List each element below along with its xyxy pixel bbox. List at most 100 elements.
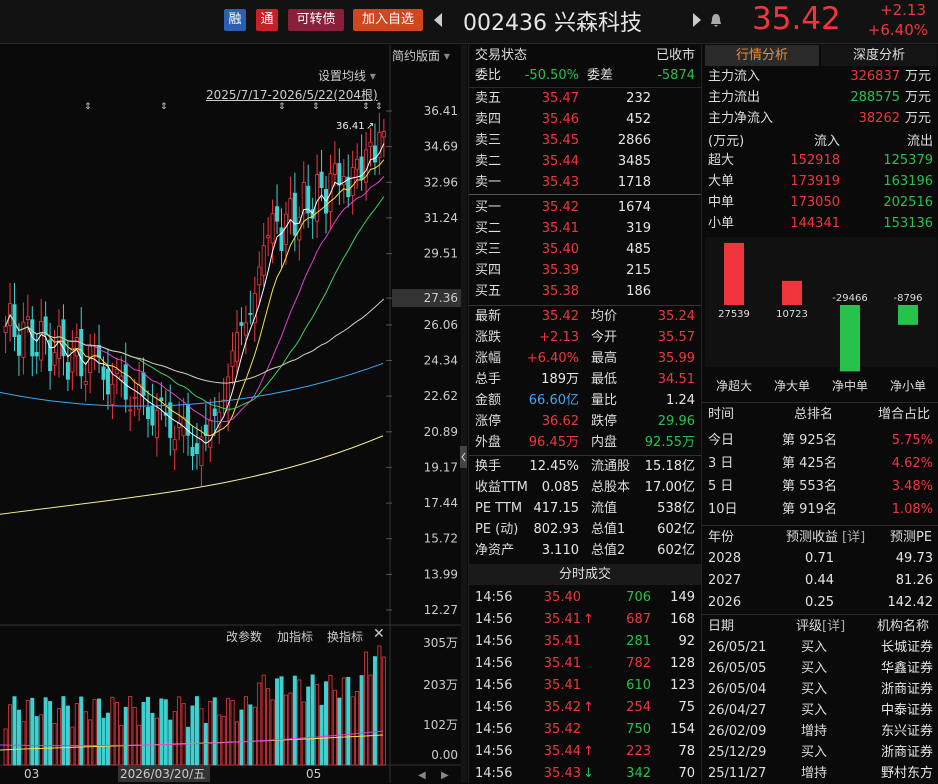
- ask-row[interactable]: 卖五 35.47 232: [469, 88, 701, 109]
- rating-row[interactable]: 26/05/21 买入 长城证券: [702, 637, 938, 658]
- ma-settings-button[interactable]: 设置均线 ▾: [318, 69, 376, 83]
- rank-time-header: 时间: [708, 407, 735, 422]
- volume-bar: [279, 676, 284, 766]
- volume-bar: [270, 699, 275, 766]
- candle-body: [301, 181, 306, 214]
- bid-row[interactable]: 买五 35.38 186: [469, 281, 701, 302]
- forecast-detail-link[interactable]: [详]: [842, 530, 866, 545]
- date-range-label[interactable]: 2025/7/17-2026/5/22(204根): [206, 88, 378, 102]
- candle-body: [194, 443, 199, 454]
- rating-row[interactable]: 25/11/27 增持 野村东方: [702, 763, 938, 784]
- splitter[interactable]: [461, 45, 467, 783]
- ask-volume: 452: [626, 112, 651, 127]
- price-change-percent: +6.40%: [867, 21, 928, 39]
- kline-panel[interactable]: 简约版面 ▾ 设置均线 ▾ 2025/7/17-2026/5/22(204根) …: [0, 45, 462, 783]
- event-marker-icon[interactable]: ⇕: [160, 102, 168, 112]
- kline-chart[interactable]: 36.41 34.69 32.96 31.24 29.51 27.36 26.06 24.34…: [0, 45, 462, 783]
- volume-bar: [208, 700, 213, 766]
- rank-total-header: 总排名: [794, 407, 834, 422]
- volume-bar: [123, 706, 128, 766]
- net-flow-value-label: -29466: [832, 293, 867, 304]
- candle-body: [3, 325, 8, 333]
- tick-time: 14:56: [475, 612, 513, 627]
- connect-badge[interactable]: 通: [256, 9, 278, 31]
- ask-row[interactable]: 卖四 35.46 452: [469, 109, 701, 130]
- tick-time: 14:56: [475, 744, 513, 759]
- fundamental-label: PE TTM: [475, 501, 523, 516]
- bid-row[interactable]: 买三 35.40 485: [469, 239, 701, 260]
- scroll-left-icon[interactable]: ◀: [418, 770, 426, 781]
- stat-label: 最新: [475, 309, 502, 324]
- ask-row[interactable]: 卖三 35.45 2866: [469, 130, 701, 151]
- event-marker-icon[interactable]: ⇕: [362, 102, 370, 112]
- rating-row[interactable]: 26/04/27 买入 中泰证券: [702, 700, 938, 721]
- convertible-bond-button[interactable]: 可转债: [288, 9, 344, 31]
- volume-bar: [199, 708, 204, 766]
- volume-bar: [248, 704, 253, 766]
- margin-badge[interactable]: 融: [224, 9, 246, 31]
- bid-row[interactable]: 买二 35.41 319: [469, 218, 701, 239]
- rating-row[interactable]: 25/12/29 买入 浙商证券: [702, 742, 938, 763]
- add-indicator-button[interactable]: 加指标: [277, 630, 314, 644]
- bid-label: 买二: [475, 221, 502, 236]
- forecast-year: 2027: [708, 573, 742, 588]
- volume-axis-label: 203万: [423, 678, 458, 692]
- rating-row[interactable]: 26/05/04 买入 浙商证券: [702, 679, 938, 700]
- ask-row[interactable]: 卖一 35.43 1718: [469, 172, 701, 193]
- fundamental-label: 流值: [591, 501, 618, 516]
- ask-row[interactable]: 卖二 35.44 3485: [469, 151, 701, 172]
- switch-indicator-button[interactable]: 换指标: [327, 630, 364, 644]
- main-flow-label: 主力流出: [708, 90, 761, 105]
- layout-mode-dropdown[interactable]: 简约版面 ▾: [392, 49, 450, 63]
- event-marker-icon[interactable]: ⇕: [84, 102, 92, 112]
- collapse-handle-icon[interactable]: [460, 446, 467, 468]
- fundamental-value: 417.15: [533, 501, 580, 516]
- order-book-panel: 交易状态 已收市 委比 -50.50% 委差 -5874 卖五 35.47 23…: [468, 45, 701, 783]
- rank-time: 3 日: [708, 456, 734, 471]
- ask-price: 35.47: [541, 91, 579, 106]
- weicha-value: -5874: [657, 68, 695, 83]
- rating-row[interactable]: 26/05/05 买入 华鑫证券: [702, 658, 938, 679]
- bell-icon[interactable]: [710, 13, 722, 27]
- tab-depth-analysis[interactable]: 深度分析: [821, 45, 937, 66]
- net-flow-value-label: -8796: [893, 293, 922, 304]
- rating-value: 买入: [801, 682, 828, 697]
- ask-label: 卖一: [475, 175, 502, 190]
- bid-row[interactable]: 买一 35.42 1674: [469, 197, 701, 218]
- fundamental-label: PE (动): [475, 522, 519, 537]
- rating-detail-link[interactable]: [详]: [822, 619, 846, 634]
- bid-row[interactable]: 买四 35.39 215: [469, 260, 701, 281]
- stat-label: 今开: [591, 330, 618, 345]
- scroll-right-icon[interactable]: ▶: [441, 770, 449, 781]
- candle-body: [234, 332, 239, 362]
- close-icon[interactable]: ✕: [373, 626, 385, 642]
- tick-price: 35.40: [543, 590, 581, 605]
- candle-body: [332, 163, 337, 175]
- rating-row[interactable]: 26/02/09 增持 东兴证券: [702, 721, 938, 742]
- rating-org: 浙商证券: [880, 745, 933, 760]
- rank-ratio: 5.75%: [891, 433, 933, 448]
- bid-price: 35.42: [541, 200, 579, 215]
- candle-body: [230, 350, 235, 367]
- fundamental-label: 总股本: [591, 480, 631, 495]
- add-watchlist-button[interactable]: 加入自选: [353, 9, 423, 31]
- stat-value: 96.45万: [528, 435, 579, 450]
- volume-bar: [61, 696, 66, 766]
- flow-out-value: 163196: [883, 174, 933, 189]
- moving-average-line: [0, 435, 384, 515]
- triangle-right-icon[interactable]: [692, 13, 702, 27]
- event-marker-icon[interactable]: ⇕: [375, 102, 383, 112]
- moving-average-line: [5, 159, 385, 437]
- event-marker-icon[interactable]: ⇕: [312, 102, 320, 112]
- triangle-left-icon[interactable]: [433, 13, 443, 27]
- tab-market-analysis[interactable]: 行情分析: [705, 45, 819, 66]
- event-marker-icon[interactable]: ⇕: [278, 102, 286, 112]
- volume-bar: [212, 697, 217, 766]
- order-size-label: 大单: [708, 174, 735, 189]
- net-flow-bar: [782, 280, 802, 305]
- stat-label: 外盘: [475, 435, 502, 450]
- volume-bar: [323, 681, 328, 766]
- stat-value: 1.24: [666, 393, 695, 408]
- quote-stat-row: 最新 35.42 均价 35.24: [469, 306, 701, 327]
- edit-params-button[interactable]: 改参数: [226, 630, 263, 644]
